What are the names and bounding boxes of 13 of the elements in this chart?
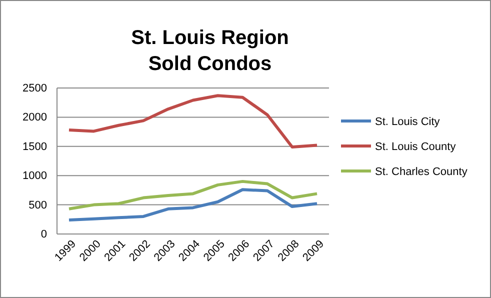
legend-label: St. Charles County — [375, 166, 468, 178]
legend-label: St. Louis County — [375, 141, 456, 153]
y-tick-label: 1000 — [22, 170, 47, 182]
line-series — [68, 188, 318, 222]
chart-title: St. Louis Region Sold Condos — [131, 27, 289, 75]
y-tick-label: 1500 — [22, 140, 47, 153]
line-series — [68, 94, 318, 148]
y-tick-label: 500 — [28, 199, 47, 212]
y-tick-label: 2500 — [22, 82, 47, 95]
y-tick-label: 2000 — [22, 112, 47, 124]
y-tick-label: 0 — [40, 228, 47, 241]
legend-label: St. Louis City — [375, 116, 440, 128]
line-series — [68, 180, 318, 210]
